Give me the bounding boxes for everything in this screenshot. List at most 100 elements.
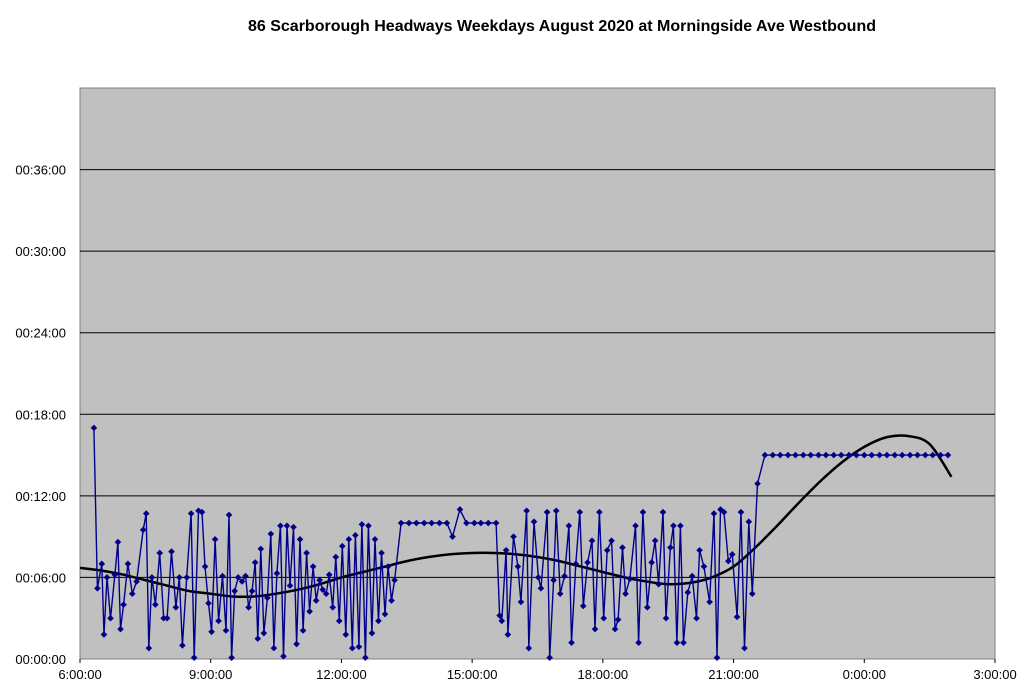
data-point-marker: [498, 617, 506, 625]
data-point-marker: [754, 480, 761, 487]
data-point-marker: [128, 590, 136, 598]
data-point-marker: [525, 644, 533, 652]
data-point-marker: [876, 451, 883, 459]
data-point-marker: [124, 560, 132, 568]
data-point-marker: [502, 546, 510, 554]
data-point-marker: [156, 549, 164, 557]
data-point-marker: [891, 451, 899, 459]
data-point-marker: [611, 625, 619, 633]
data-point-marker: [648, 559, 655, 566]
data-point-marker: [898, 451, 906, 459]
data-point-marker: [815, 451, 822, 459]
data-point-marker: [921, 451, 929, 459]
data-point-marker: [626, 575, 634, 583]
data-point-marker: [822, 451, 830, 459]
data-point-marker: [680, 639, 687, 646]
data-point-marker: [388, 597, 395, 604]
data-point-marker: [584, 559, 591, 566]
data-point-marker: [673, 639, 681, 646]
data-point-marker: [588, 537, 596, 545]
data-point-marker: [667, 544, 674, 551]
data-point-marker: [264, 594, 271, 602]
data-point-marker: [293, 640, 300, 648]
data-point-marker: [725, 557, 732, 565]
x-tick-label: 12:00:00: [316, 667, 367, 682]
data-point-marker: [133, 578, 140, 585]
data-point-marker: [761, 451, 769, 459]
data-point-marker: [632, 522, 639, 530]
data-point-marker: [537, 585, 545, 592]
data-point-marker: [111, 571, 119, 579]
data-point-marker: [504, 631, 512, 638]
data-point-marker: [145, 644, 153, 652]
data-point-marker: [492, 519, 500, 527]
data-point-marker: [163, 614, 171, 622]
data-point-marker: [906, 451, 914, 459]
data-point-marker: [535, 574, 542, 581]
data-point-marker: [254, 635, 262, 642]
data-point-marker: [117, 625, 124, 633]
data-point-marker: [299, 627, 307, 634]
data-point-marker: [572, 560, 580, 568]
data-point-marker: [737, 508, 745, 516]
data-point-marker: [517, 598, 525, 606]
data-point-marker: [391, 576, 398, 584]
data-point-marker: [720, 508, 728, 516]
data-point-marker: [662, 614, 670, 622]
data-point-marker: [352, 531, 359, 539]
data-point-marker: [90, 424, 98, 432]
data-point-marker: [484, 519, 492, 527]
data-point-marker: [868, 451, 875, 459]
data-point-marker: [929, 451, 936, 459]
data-point-marker: [561, 572, 568, 580]
data-point-marker: [273, 570, 281, 577]
data-point-marker: [639, 508, 647, 516]
data-point-marker: [655, 580, 662, 588]
data-point-marker: [322, 590, 330, 598]
data-point-marker: [807, 451, 814, 459]
data-point-marker: [659, 508, 667, 516]
x-tick-label: 0:00:00: [843, 667, 886, 682]
y-tick-label: 00:12:00: [15, 489, 66, 504]
data-point-marker: [325, 571, 333, 579]
data-point-marker: [309, 563, 317, 570]
data-point-marker: [225, 511, 233, 519]
data-point-marker: [565, 522, 573, 530]
data-point-marker: [397, 519, 405, 527]
data-point-marker: [103, 574, 111, 581]
data-point-marker: [717, 506, 724, 513]
data-point-marker: [231, 587, 238, 595]
data-point-marker: [160, 614, 167, 622]
data-point-marker: [792, 451, 799, 459]
data-point-marker: [568, 639, 575, 646]
data-point-marker: [688, 572, 696, 580]
data-point-marker: [248, 587, 256, 595]
data-point-marker: [944, 451, 952, 459]
data-point-marker: [349, 644, 356, 652]
data-point-marker: [845, 451, 853, 459]
data-point-marker: [198, 508, 206, 516]
data-point-marker: [286, 582, 294, 589]
data-point-marker: [312, 597, 320, 604]
data-point-marker: [463, 519, 470, 527]
data-point-marker: [413, 519, 420, 527]
data-point-marker: [776, 451, 784, 459]
data-point-marker: [496, 612, 503, 619]
data-point-marker: [546, 654, 553, 661]
data-point-marker: [303, 549, 310, 557]
data-point-marker: [242, 572, 249, 580]
data-point-marker: [860, 451, 868, 459]
data-point-marker: [142, 510, 150, 517]
data-point-marker: [456, 506, 464, 513]
data-point-marker: [700, 563, 708, 570]
data-point-marker: [769, 451, 777, 459]
data-point-marker: [799, 451, 807, 459]
data-point-marker: [139, 526, 147, 534]
data-point-marker: [187, 510, 195, 517]
data-point-marker: [362, 654, 369, 661]
y-tick-label: 00:06:00: [15, 570, 66, 585]
data-point-marker: [600, 614, 608, 622]
data-point-marker: [195, 507, 202, 515]
data-point-marker: [345, 536, 353, 543]
